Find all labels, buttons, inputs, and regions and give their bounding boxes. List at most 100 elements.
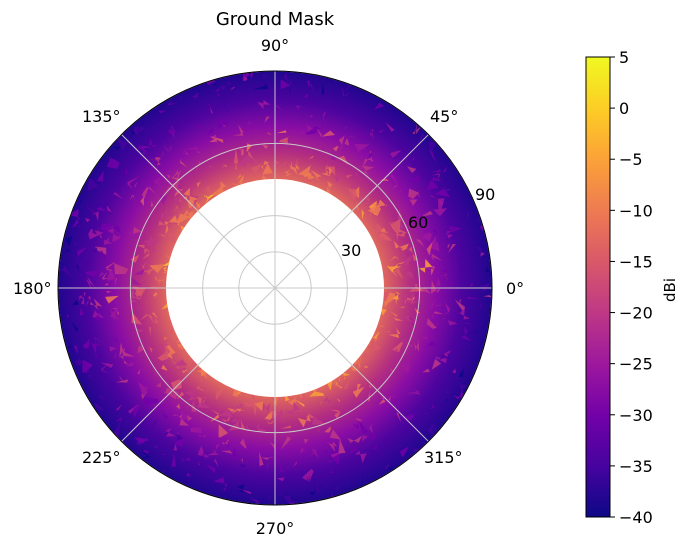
heatmap-cell [172, 414, 179, 417]
heatmap-cell [322, 450, 332, 461]
heatmap-cell [114, 350, 117, 359]
heatmap-cell [309, 83, 314, 93]
heatmap-cell [135, 134, 139, 138]
heatmap-cell [194, 160, 201, 173]
heatmap-cell [402, 314, 415, 325]
heatmap-cell [160, 453, 166, 456]
heatmap-cell [262, 163, 273, 175]
heatmap-cell [355, 202, 359, 212]
heatmap-cell [427, 341, 438, 350]
heatmap-cell [283, 413, 284, 425]
heatmap-cell [377, 231, 393, 241]
heatmap-cell [417, 340, 421, 344]
heatmap-cell [196, 401, 211, 409]
heatmap-cell [179, 197, 183, 202]
heatmap-cell [352, 386, 365, 398]
heatmap-cell [426, 317, 437, 329]
heatmap-cell [241, 489, 252, 495]
heatmap-cell [101, 271, 110, 281]
heatmap-cell [154, 276, 162, 288]
heatmap-cell [358, 420, 369, 435]
heatmap-cell [262, 169, 268, 174]
heatmap-cell [345, 475, 349, 488]
heatmap-cell [95, 207, 107, 212]
heatmap-cell [385, 122, 395, 132]
heatmap-cell [377, 199, 387, 208]
heatmap-cell [363, 351, 371, 358]
grid-spoke [121, 287, 276, 442]
heatmap-cell [434, 356, 447, 364]
heatmap-cell [442, 317, 445, 320]
heatmap-cell [430, 280, 441, 294]
heatmap-cell [368, 150, 373, 163]
heatmap-cell [278, 106, 284, 111]
heatmap-cell [390, 212, 394, 218]
heatmap-cell [361, 158, 375, 169]
heatmap-cell [231, 407, 241, 413]
heatmap-cell [90, 342, 102, 358]
heatmap-cell [278, 493, 284, 495]
heatmap-cell [239, 403, 243, 409]
heatmap-cell [336, 381, 338, 385]
heatmap-cell [385, 464, 390, 470]
heatmap-cell [367, 339, 381, 350]
heatmap-cell [209, 89, 213, 92]
heatmap-cell [429, 168, 442, 178]
heatmap-cell [215, 389, 227, 401]
heatmap-cell [448, 225, 462, 234]
grid-spoke [274, 287, 429, 442]
heatmap-cell [314, 178, 322, 185]
heatmap-cell [371, 339, 382, 353]
heatmap-cell [351, 422, 360, 429]
heatmap-cell [236, 408, 241, 413]
heatmap-cell [187, 362, 193, 372]
heatmap-cell [310, 108, 317, 112]
heatmap-cell [152, 119, 154, 124]
heatmap-cell [163, 336, 168, 340]
heatmap-cell [209, 475, 214, 478]
heatmap-cell [440, 273, 448, 277]
heatmap-cell [162, 411, 170, 419]
heatmap-cell [322, 180, 333, 196]
heatmap-cell [343, 376, 348, 380]
heatmap-cell [183, 110, 196, 123]
heatmap-cell [392, 341, 404, 353]
heatmap-cell [429, 234, 437, 245]
heatmap-cell [318, 427, 320, 434]
heatmap-cell [276, 477, 285, 482]
heatmap-cell [112, 192, 124, 200]
heatmap-cell [348, 418, 359, 425]
heatmap-cell [114, 278, 118, 286]
heatmap-cell [133, 125, 139, 135]
heatmap-cell [138, 382, 149, 397]
heatmap-cell [132, 277, 141, 286]
heatmap-cell [184, 388, 199, 401]
heatmap-cell [315, 127, 322, 138]
heatmap-cell [141, 261, 147, 268]
heatmap-cell [343, 376, 353, 390]
heatmap-cell [94, 401, 105, 411]
heatmap-cell [137, 414, 145, 417]
heatmap-cell [354, 112, 359, 116]
heatmap-cell [94, 309, 104, 322]
heatmap-cell [354, 143, 370, 152]
heatmap-cell [338, 376, 340, 382]
heatmap-cell [179, 95, 183, 100]
heatmap-cell [389, 218, 401, 233]
heatmap-cell [127, 175, 140, 185]
heatmap-cell [292, 130, 298, 135]
heatmap-cell [183, 147, 198, 150]
heatmap-cell [411, 156, 415, 161]
heatmap-cell [196, 201, 201, 212]
heatmap-cell [454, 299, 466, 314]
heatmap-cell [152, 417, 159, 426]
heatmap-cell [261, 401, 271, 413]
heatmap-cell [117, 137, 131, 152]
heatmap-cell [107, 210, 113, 216]
heatmap-cell [112, 225, 121, 234]
heatmap-cell [114, 278, 117, 287]
heatmap-cell [258, 451, 264, 467]
heatmap-cell [161, 150, 164, 159]
heatmap-cell [100, 223, 113, 236]
heatmap-cell [233, 133, 244, 136]
